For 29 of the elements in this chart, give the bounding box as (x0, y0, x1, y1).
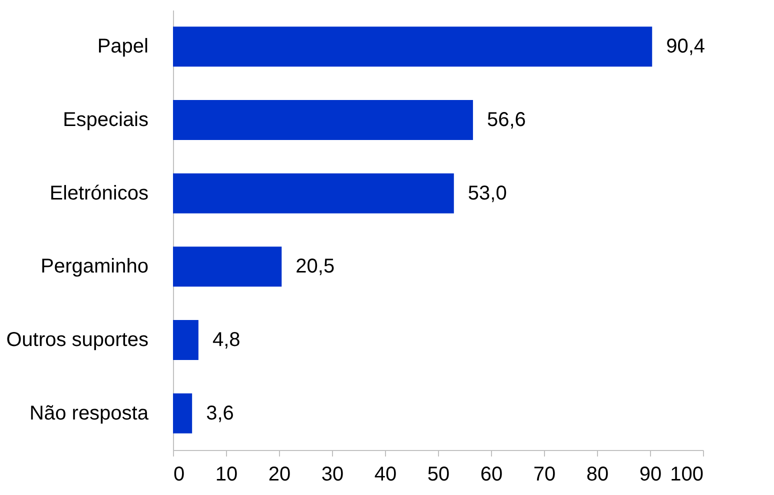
x-tick-label: 20 (268, 464, 291, 486)
data-label: 3,6 (206, 402, 234, 424)
y-tick-label: Não resposta (30, 402, 150, 424)
bar (173, 100, 473, 140)
bar (173, 393, 192, 434)
bar (173, 320, 198, 360)
y-tick-label: Outros suportes (6, 329, 148, 351)
bar (173, 26, 652, 67)
x-tick-label: 100 (670, 464, 704, 486)
x-tick-label: 60 (480, 464, 503, 486)
data-label: 53,0 (468, 182, 507, 204)
x-tick-label: 0 (174, 464, 185, 486)
x-tick-label: 30 (321, 464, 344, 486)
data-label: 4,8 (212, 329, 240, 351)
x-tick-label: 90 (639, 464, 662, 486)
y-tick-label: Papel (97, 36, 148, 58)
data-label: 56,6 (486, 109, 526, 131)
x-tick-label: 80 (586, 464, 609, 486)
y-tick-label: Pergaminho (40, 256, 148, 278)
data-label: 20,5 (296, 256, 335, 278)
x-tick-label: 50 (427, 464, 450, 486)
x-tick-label: 70 (533, 464, 556, 486)
y-tick-label: Especiais (62, 109, 148, 131)
y-tick-label: Eletrónicos (50, 182, 148, 204)
bar (173, 173, 454, 214)
bar (173, 246, 282, 287)
x-tick-label: 40 (374, 464, 397, 486)
x-tick-label: 10 (215, 464, 238, 486)
data-label: 90,4 (666, 36, 706, 58)
